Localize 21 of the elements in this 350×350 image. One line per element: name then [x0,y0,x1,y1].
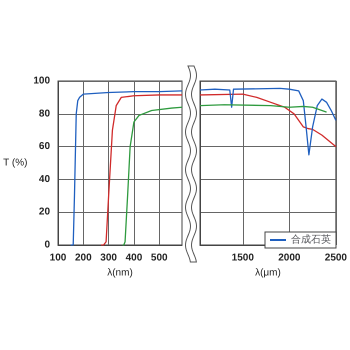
x-axis-title: λ(nm) [107,267,133,278]
line-series [122,106,183,246]
y-tick-label: 20 [38,206,50,218]
y-tick-label: 100 [33,76,50,86]
x-axis-title: λ(μm) [255,267,281,278]
x-tick-label: 200 [74,252,92,264]
x-tick-label: 500 [150,252,168,264]
x-tick-label: 1500 [232,252,254,264]
line-series [100,94,183,246]
x-tick-label: 400 [126,252,143,264]
y-tick-label: 80 [38,108,50,120]
y-tick-label: 0 [44,240,50,250]
x-tick-label: 2000 [278,252,301,264]
x-tick-label: 100 [50,252,67,264]
x-tick-label: 300 [100,252,118,264]
line-series [70,90,183,246]
y-axis-title: T (%) [3,158,28,168]
x-tick-label: 2500 [324,252,348,264]
y-tick-label: 40 [38,174,50,185]
legend-label: 合成石英 [291,234,331,246]
y-tick-label: 60 [38,141,50,152]
